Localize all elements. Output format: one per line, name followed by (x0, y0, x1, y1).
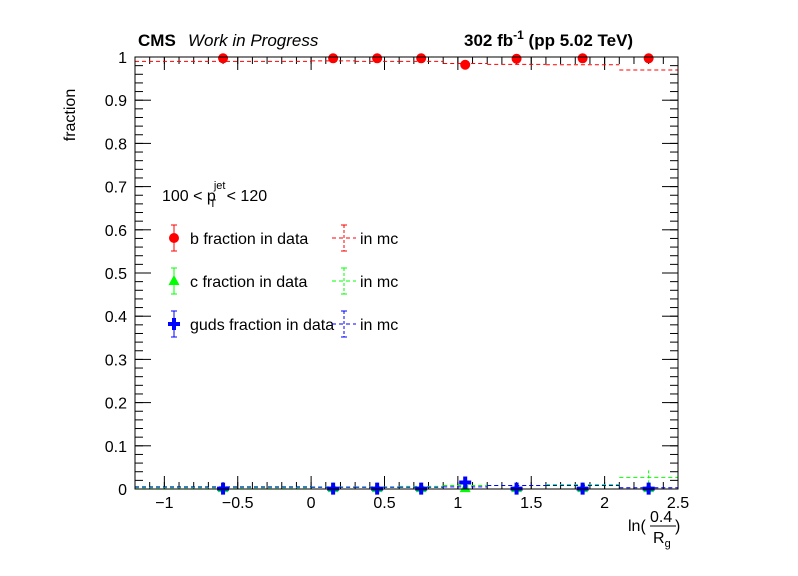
x-tick-label: −1 (155, 495, 173, 512)
selection-prefix: 100 < p (162, 188, 216, 205)
legend-guds-data-label: guds fraction in data (190, 317, 334, 334)
selection-sup: jet (213, 180, 226, 192)
x-tick-label: 2.5 (667, 495, 689, 512)
y-tick-label: 0.8 (105, 136, 127, 153)
axes: 0 0.1 0.2 0.3 0.4 0.5 0.6 0.7 0.8 0.9 1 −1 −0.5 0 0.5 1… (105, 50, 689, 512)
y-tick-label: 0.2 (105, 396, 127, 413)
data-point-b (460, 59, 471, 70)
selection-sub: T (209, 198, 216, 210)
y-tick-label: 0.6 (105, 223, 127, 240)
data-point-b (511, 53, 522, 64)
legend-marker-b (169, 233, 179, 243)
y-tick-label: 0 (118, 482, 127, 499)
lumi-tail: (pp 5.02 TeV) (524, 31, 633, 50)
legend-marker-guds (168, 318, 180, 330)
legend-c-mc-label: in mc (360, 274, 398, 291)
x-tick-label: 0.5 (373, 495, 395, 512)
selection-suffix: < 120 (222, 188, 267, 205)
y-tick-label: 1 (118, 50, 127, 67)
legend-marker-c (168, 275, 180, 285)
legend-guds-mc-label: in mc (360, 317, 398, 334)
y-tick-label: 0.1 (105, 439, 127, 456)
x-label-prefix: ln( (628, 518, 646, 535)
y-tick-label: 0.9 (105, 93, 127, 110)
lumi-exponent: -1 (513, 28, 524, 42)
legend: b fraction in data in mc c fraction in d… (168, 224, 398, 338)
x-label-suffix: ) (675, 518, 680, 535)
legend-markers (168, 224, 356, 338)
experiment-label: CMS (138, 31, 176, 50)
data-point-b (416, 53, 427, 64)
x-label-denominator: Rg (653, 530, 671, 550)
y-tick-label: 0.7 (105, 180, 127, 197)
data-point-b (577, 53, 588, 64)
data-point-b (328, 53, 339, 64)
selection-label: 100 < pjet T < 120 (162, 180, 267, 210)
lumi-value: 302 fb (464, 31, 513, 50)
x-axis-label: ln( 0.4 Rg ) (628, 509, 680, 550)
data-point-b (643, 53, 654, 64)
y-axis-label: fraction (62, 89, 79, 141)
x-tick-label: 1.5 (520, 495, 542, 512)
x-tick-label: 1 (453, 495, 462, 512)
x-tick-label: −0.5 (222, 495, 254, 512)
legend-b-mc-label: in mc (360, 231, 398, 248)
y-tick-label: 0.5 (105, 266, 127, 283)
y-tick-label: 0.3 (105, 352, 127, 369)
legend-c-data-label: c fraction in data (190, 274, 308, 291)
x-tick-label: 0 (307, 495, 316, 512)
status-label: Work in Progress (188, 31, 319, 50)
x-tick-label: 2 (600, 495, 609, 512)
data-point-b (372, 53, 383, 64)
luminosity-label: 302 fb-1 (pp 5.02 TeV) (464, 28, 633, 50)
data-point-b (218, 53, 229, 64)
data-point-guds (459, 476, 472, 489)
plot-frame (134, 56, 679, 490)
y-tick-label: 0.4 (105, 309, 127, 326)
x-label-numerator: 0.4 (650, 509, 672, 526)
legend-b-data-label: b fraction in data (190, 231, 308, 248)
